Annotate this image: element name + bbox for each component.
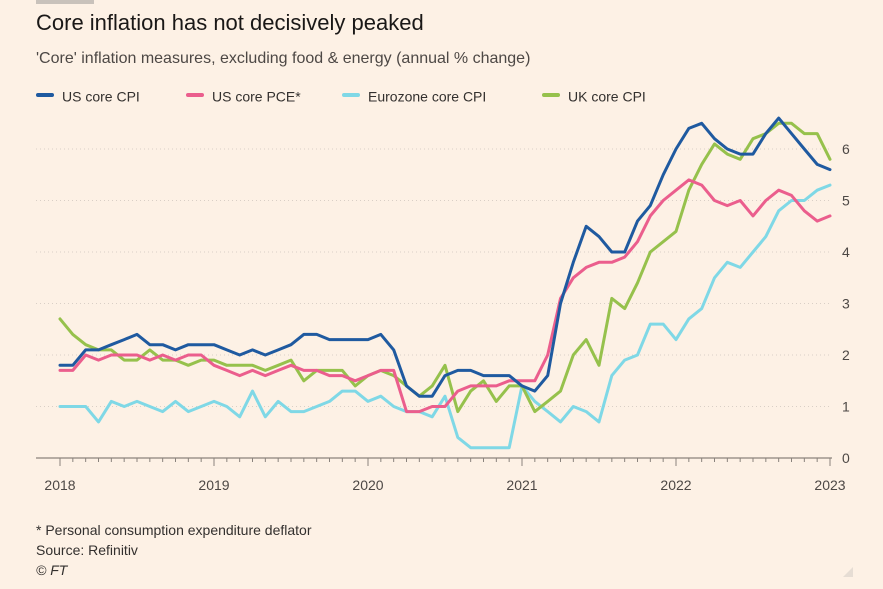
x-tick-label-2021: 2021: [506, 477, 537, 493]
y-tick-label-2: 2: [842, 347, 850, 363]
series-line-uk-core-cpi: [58, 121, 832, 414]
y-tick-label-6: 6: [842, 141, 850, 157]
source-note: Source: Refinitiv: [36, 542, 138, 558]
legend-item-eurozone-core-cpi: Eurozone core CPI: [342, 87, 486, 104]
x-tick-label-2019: 2019: [198, 477, 229, 493]
y-tick-label-4: 4: [842, 244, 850, 260]
copyright-credit: © FT: [36, 562, 68, 578]
series-line-us-core-pce: [58, 178, 832, 414]
legend-swatch-eurozone-core-cpi: [342, 93, 360, 98]
series-line-us-core-cpi: [58, 116, 832, 398]
x-tick-label-2023: 2023: [814, 477, 845, 493]
legend-item-uk-core-cpi: UK core CPI: [542, 87, 646, 104]
y-tick-label-3: 3: [842, 296, 850, 312]
legend-label-eurozone-core-cpi: Eurozone core CPI: [368, 88, 487, 105]
chart-title: Core inflation has not decisively peaked: [36, 10, 424, 35]
legend-swatch-us-core-cpi: [36, 93, 54, 98]
x-tick-label-2020: 2020: [352, 477, 383, 493]
y-tick-label-5: 5: [842, 193, 850, 209]
y-tick-label-0: 0: [842, 450, 850, 466]
legend-item-us-core-pce: US core PCE*: [186, 87, 301, 104]
chart-subtitle: 'Core' inflation measures, excluding foo…: [36, 50, 531, 67]
x-tick-label-2018: 2018: [44, 477, 75, 493]
header-accent-bar: [36, 0, 94, 4]
line-chart: 0 1 2 3 4 5 6 2018 2019 2020 2021 2022 2023: [36, 116, 850, 493]
series-line-eurozone-core-cpi: [58, 183, 832, 450]
legend-label-us-core-cpi: US core CPI: [62, 88, 140, 105]
resize-grip-icon: [843, 567, 853, 577]
legend-label-us-core-pce: US core PCE*: [212, 88, 301, 105]
legend-swatch-us-core-pce: [186, 93, 204, 98]
footnote: * Personal consumption expenditure defla…: [36, 522, 312, 538]
legend-label-uk-core-cpi: UK core CPI: [568, 88, 646, 105]
x-tick-label-2022: 2022: [660, 477, 691, 493]
legend-item-us-core-cpi: US core CPI: [36, 87, 140, 104]
y-tick-label-1: 1: [842, 399, 850, 415]
legend-swatch-uk-core-cpi: [542, 93, 560, 98]
